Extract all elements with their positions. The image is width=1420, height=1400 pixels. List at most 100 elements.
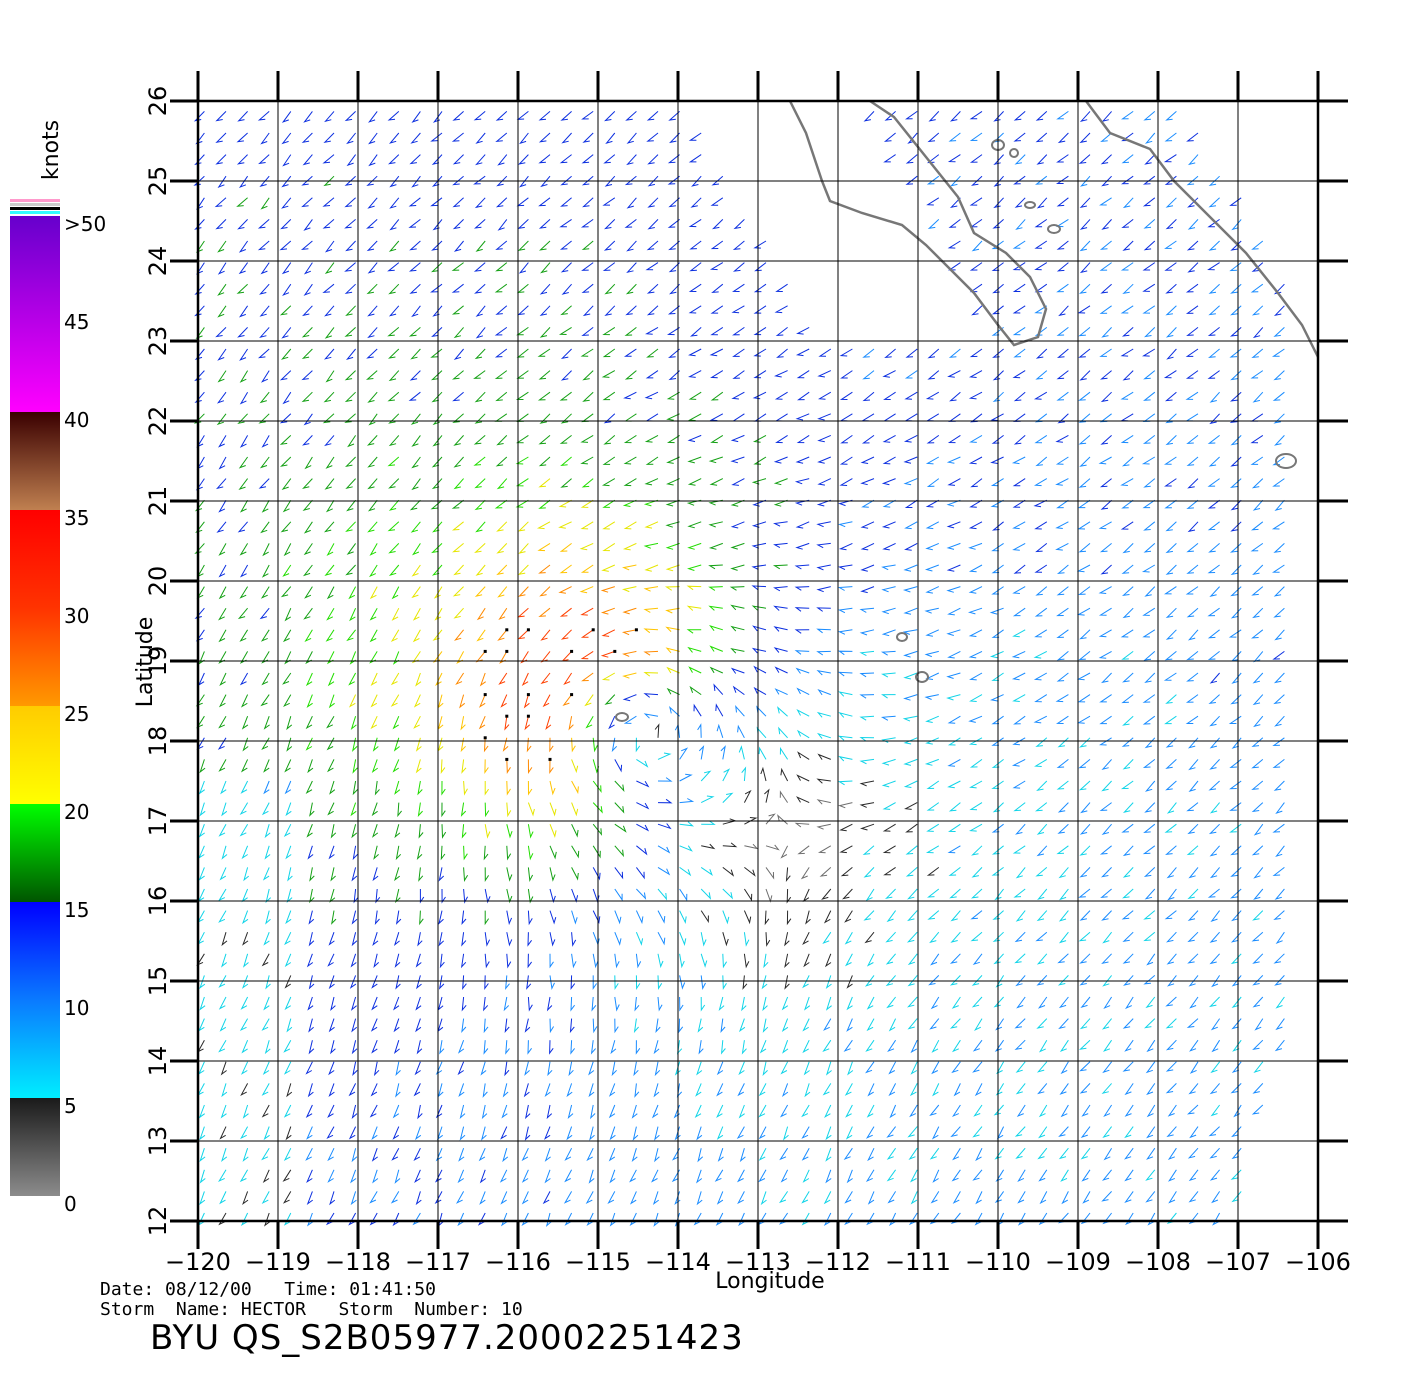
wind-vector <box>903 650 918 658</box>
wind-vector <box>239 499 249 513</box>
wind-vector <box>880 650 896 656</box>
wind-vector <box>415 1018 422 1033</box>
wind-vector <box>412 543 421 556</box>
wind-vector <box>774 666 788 674</box>
wind-vector <box>700 975 706 990</box>
wind-vector <box>457 1169 465 1184</box>
wind-vector <box>970 413 983 423</box>
wind-vector <box>1273 910 1285 921</box>
wind-vector <box>1012 499 1026 508</box>
wind-vector <box>580 434 594 443</box>
wind-vector <box>1078 543 1091 553</box>
wind-vector <box>657 823 672 830</box>
wind-vector <box>327 1147 335 1162</box>
wind-vector <box>992 219 1004 229</box>
wind-vector <box>687 542 702 550</box>
wind-vector <box>240 996 249 1010</box>
wind-vector <box>969 780 983 789</box>
wind-vector <box>327 953 335 967</box>
latitude-tick-label: 23 <box>144 326 172 357</box>
wind-vector <box>927 910 940 920</box>
wind-vector <box>437 1018 444 1033</box>
wind-vector <box>330 867 336 882</box>
wind-vector <box>735 704 745 717</box>
wind-vector <box>736 1126 745 1140</box>
wind-vector <box>412 607 421 621</box>
wind-vector <box>580 348 594 357</box>
wind-vector <box>991 521 1004 531</box>
wind-vector <box>479 1191 486 1205</box>
wind-vector <box>1251 629 1264 639</box>
wind-vector <box>263 759 270 773</box>
wind-vector <box>859 758 875 765</box>
wind-vector <box>1055 456 1069 465</box>
wind-vector <box>1272 737 1285 747</box>
wind-vector <box>925 737 940 745</box>
wind-vector <box>784 932 790 947</box>
wind-vector <box>1230 370 1242 381</box>
wind-vector <box>327 1169 335 1183</box>
wind-vector <box>283 1147 292 1162</box>
wind-vector <box>669 706 680 717</box>
wind-vector <box>1037 996 1048 1009</box>
wind-vector <box>863 111 875 122</box>
wind-vector <box>539 327 551 338</box>
wind-vector <box>218 543 227 556</box>
wind-vector <box>1057 413 1069 424</box>
wind-vector <box>1121 564 1134 574</box>
wind-vector <box>344 413 356 423</box>
wind-vector <box>538 607 551 618</box>
wind-vector <box>301 175 313 186</box>
wind-vector <box>586 1212 594 1226</box>
wind-vector <box>281 132 292 145</box>
wind-vector <box>1186 802 1199 812</box>
wind-vector <box>1120 175 1134 185</box>
wind-vector <box>1056 110 1069 120</box>
wind-vector <box>498 607 508 621</box>
wind-vector <box>408 219 421 228</box>
wind-vector <box>430 348 443 358</box>
wind-vector <box>286 737 293 752</box>
wind-vector <box>927 132 940 143</box>
wind-vector <box>602 521 616 530</box>
wind-vector <box>1099 478 1112 488</box>
wind-vector <box>394 1169 401 1184</box>
wind-vector <box>257 111 270 121</box>
wind-vector <box>888 1061 897 1075</box>
wind-vector <box>582 305 594 317</box>
wind-vector <box>370 1083 378 1097</box>
wind-vector <box>483 845 489 861</box>
wind-vector <box>1016 996 1026 1009</box>
wind-vector <box>324 327 335 339</box>
wind-vector <box>904 521 918 530</box>
wind-vector <box>816 542 831 549</box>
wind-vector <box>218 435 227 448</box>
wind-vector <box>451 283 464 293</box>
wind-vector <box>284 931 292 946</box>
wind-vector <box>1056 197 1069 207</box>
wind-vector <box>463 845 468 861</box>
wind-vector <box>773 456 788 464</box>
wind-vector <box>1056 759 1069 769</box>
wind-vector <box>782 1040 789 1054</box>
wind-vector <box>625 283 637 295</box>
wind-vector <box>1098 650 1112 659</box>
wind-vector <box>344 370 356 381</box>
wind-vector <box>326 607 335 621</box>
wind-vector <box>764 788 770 803</box>
wind-vector <box>330 824 337 839</box>
wind-vector <box>1251 845 1264 856</box>
wind-vector <box>479 1169 486 1184</box>
wind-vector <box>1274 499 1285 512</box>
wind-vector <box>239 586 249 599</box>
wind-vector <box>452 413 464 423</box>
wind-vector <box>678 1018 684 1034</box>
wind-vector <box>752 434 767 443</box>
wind-vector <box>817 413 831 421</box>
wind-vector <box>970 175 983 186</box>
wind-vector <box>969 434 983 443</box>
storm-number-label: Storm Number: <box>338 1299 491 1320</box>
island-outline <box>1024 201 1036 209</box>
wind-vector <box>949 1018 961 1029</box>
wind-vector <box>280 586 292 598</box>
